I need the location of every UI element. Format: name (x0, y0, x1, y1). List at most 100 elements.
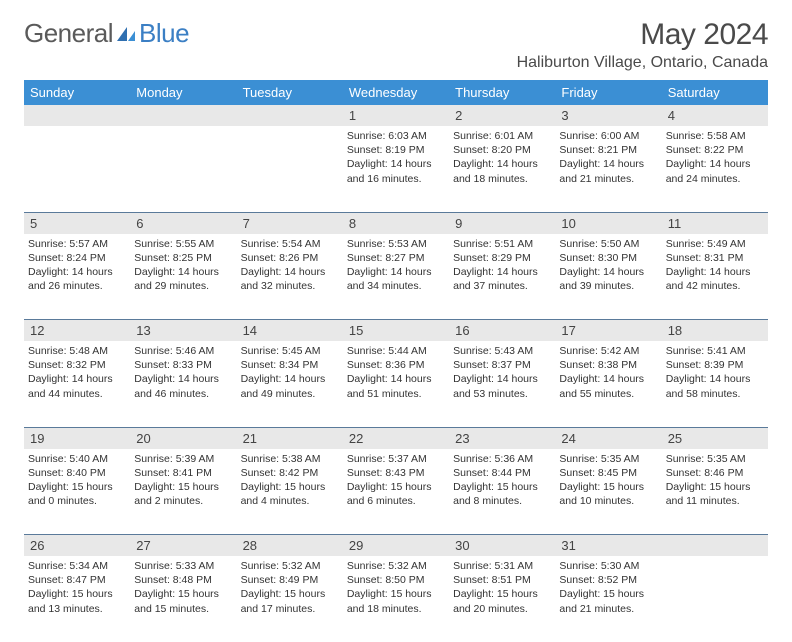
day-number: 29 (343, 535, 449, 557)
day-cell: Sunrise: 6:01 AMSunset: 8:20 PMDaylight:… (449, 126, 555, 212)
day-number: 10 (555, 212, 661, 234)
sunset-line: Sunset: 8:34 PM (241, 358, 339, 372)
daylight-line: Daylight: 15 hours and 8 minutes. (453, 480, 551, 508)
day-cell: Sunrise: 5:49 AMSunset: 8:31 PMDaylight:… (662, 234, 768, 320)
day-cell (237, 126, 343, 212)
daylight-line: Daylight: 15 hours and 17 minutes. (241, 587, 339, 615)
day-details: Sunrise: 5:57 AMSunset: 8:24 PMDaylight:… (28, 237, 126, 294)
day-cell: Sunrise: 5:45 AMSunset: 8:34 PMDaylight:… (237, 341, 343, 427)
day-number: 24 (555, 427, 661, 449)
week-row: Sunrise: 6:03 AMSunset: 8:19 PMDaylight:… (24, 126, 768, 212)
day-details: Sunrise: 5:43 AMSunset: 8:37 PMDaylight:… (453, 344, 551, 401)
day-details: Sunrise: 6:01 AMSunset: 8:20 PMDaylight:… (453, 129, 551, 186)
sunrise-line: Sunrise: 5:43 AM (453, 344, 551, 358)
daynum-row: 12131415161718 (24, 320, 768, 342)
sunrise-line: Sunrise: 5:51 AM (453, 237, 551, 251)
sunrise-line: Sunrise: 5:32 AM (241, 559, 339, 573)
sunset-line: Sunset: 8:27 PM (347, 251, 445, 265)
day-cell: Sunrise: 5:39 AMSunset: 8:41 PMDaylight:… (130, 449, 236, 535)
sunset-line: Sunset: 8:52 PM (559, 573, 657, 587)
calendar-table: SundayMondayTuesdayWednesdayThursdayFrid… (24, 80, 768, 642)
sunrise-line: Sunrise: 5:44 AM (347, 344, 445, 358)
sunrise-line: Sunrise: 5:48 AM (28, 344, 126, 358)
sunset-line: Sunset: 8:19 PM (347, 143, 445, 157)
sunset-line: Sunset: 8:40 PM (28, 466, 126, 480)
daylight-line: Daylight: 14 hours and 37 minutes. (453, 265, 551, 293)
sunset-line: Sunset: 8:20 PM (453, 143, 551, 157)
sunset-line: Sunset: 8:26 PM (241, 251, 339, 265)
day-number: 23 (449, 427, 555, 449)
sunset-line: Sunset: 8:49 PM (241, 573, 339, 587)
sunset-line: Sunset: 8:41 PM (134, 466, 232, 480)
day-details: Sunrise: 6:00 AMSunset: 8:21 PMDaylight:… (559, 129, 657, 186)
sunset-line: Sunset: 8:43 PM (347, 466, 445, 480)
day-number (237, 105, 343, 126)
sunrise-line: Sunrise: 5:34 AM (28, 559, 126, 573)
day-details: Sunrise: 5:42 AMSunset: 8:38 PMDaylight:… (559, 344, 657, 401)
week-row: Sunrise: 5:34 AMSunset: 8:47 PMDaylight:… (24, 556, 768, 642)
sunset-line: Sunset: 8:22 PM (666, 143, 764, 157)
day-cell: Sunrise: 6:03 AMSunset: 8:19 PMDaylight:… (343, 126, 449, 212)
day-cell (130, 126, 236, 212)
day-cell: Sunrise: 5:35 AMSunset: 8:45 PMDaylight:… (555, 449, 661, 535)
daylight-line: Daylight: 14 hours and 32 minutes. (241, 265, 339, 293)
day-number (24, 105, 130, 126)
sunrise-line: Sunrise: 5:33 AM (134, 559, 232, 573)
day-details: Sunrise: 5:34 AMSunset: 8:47 PMDaylight:… (28, 559, 126, 616)
day-cell: Sunrise: 5:55 AMSunset: 8:25 PMDaylight:… (130, 234, 236, 320)
sunset-line: Sunset: 8:38 PM (559, 358, 657, 372)
day-number: 22 (343, 427, 449, 449)
daylight-line: Daylight: 15 hours and 13 minutes. (28, 587, 126, 615)
day-details: Sunrise: 5:50 AMSunset: 8:30 PMDaylight:… (559, 237, 657, 294)
day-number: 25 (662, 427, 768, 449)
day-number: 15 (343, 320, 449, 342)
day-cell: Sunrise: 5:35 AMSunset: 8:46 PMDaylight:… (662, 449, 768, 535)
sunset-line: Sunset: 8:51 PM (453, 573, 551, 587)
day-number: 8 (343, 212, 449, 234)
day-cell: Sunrise: 6:00 AMSunset: 8:21 PMDaylight:… (555, 126, 661, 212)
daylight-line: Daylight: 15 hours and 18 minutes. (347, 587, 445, 615)
day-cell: Sunrise: 5:41 AMSunset: 8:39 PMDaylight:… (662, 341, 768, 427)
sunset-line: Sunset: 8:31 PM (666, 251, 764, 265)
daylight-line: Daylight: 14 hours and 46 minutes. (134, 372, 232, 400)
sunset-line: Sunset: 8:36 PM (347, 358, 445, 372)
day-cell (24, 126, 130, 212)
day-details: Sunrise: 5:33 AMSunset: 8:48 PMDaylight:… (134, 559, 232, 616)
sunrise-line: Sunrise: 5:41 AM (666, 344, 764, 358)
sunrise-line: Sunrise: 5:58 AM (666, 129, 764, 143)
day-details: Sunrise: 5:44 AMSunset: 8:36 PMDaylight:… (347, 344, 445, 401)
daylight-line: Daylight: 15 hours and 2 minutes. (134, 480, 232, 508)
daynum-row: 262728293031 (24, 535, 768, 557)
sunset-line: Sunset: 8:30 PM (559, 251, 657, 265)
day-number: 12 (24, 320, 130, 342)
sunrise-line: Sunrise: 6:01 AM (453, 129, 551, 143)
sunset-line: Sunset: 8:25 PM (134, 251, 232, 265)
day-number: 7 (237, 212, 343, 234)
sunrise-line: Sunrise: 5:31 AM (453, 559, 551, 573)
sunset-line: Sunset: 8:37 PM (453, 358, 551, 372)
day-cell: Sunrise: 5:54 AMSunset: 8:26 PMDaylight:… (237, 234, 343, 320)
day-number: 20 (130, 427, 236, 449)
day-details: Sunrise: 5:35 AMSunset: 8:46 PMDaylight:… (666, 452, 764, 509)
daylight-line: Daylight: 14 hours and 39 minutes. (559, 265, 657, 293)
daylight-line: Daylight: 14 hours and 44 minutes. (28, 372, 126, 400)
day-number: 3 (555, 105, 661, 126)
daylight-line: Daylight: 15 hours and 0 minutes. (28, 480, 126, 508)
day-number: 18 (662, 320, 768, 342)
week-row: Sunrise: 5:48 AMSunset: 8:32 PMDaylight:… (24, 341, 768, 427)
sunrise-line: Sunrise: 5:42 AM (559, 344, 657, 358)
daylight-line: Daylight: 15 hours and 10 minutes. (559, 480, 657, 508)
sunset-line: Sunset: 8:50 PM (347, 573, 445, 587)
day-number: 13 (130, 320, 236, 342)
weekday-header: Sunday (24, 80, 130, 105)
day-cell: Sunrise: 5:34 AMSunset: 8:47 PMDaylight:… (24, 556, 130, 642)
sunset-line: Sunset: 8:39 PM (666, 358, 764, 372)
daynum-row: 19202122232425 (24, 427, 768, 449)
weekday-header: Saturday (662, 80, 768, 105)
day-details: Sunrise: 5:39 AMSunset: 8:41 PMDaylight:… (134, 452, 232, 509)
day-number: 14 (237, 320, 343, 342)
daylight-line: Daylight: 14 hours and 49 minutes. (241, 372, 339, 400)
day-number: 4 (662, 105, 768, 126)
day-details: Sunrise: 5:37 AMSunset: 8:43 PMDaylight:… (347, 452, 445, 509)
day-details: Sunrise: 5:45 AMSunset: 8:34 PMDaylight:… (241, 344, 339, 401)
